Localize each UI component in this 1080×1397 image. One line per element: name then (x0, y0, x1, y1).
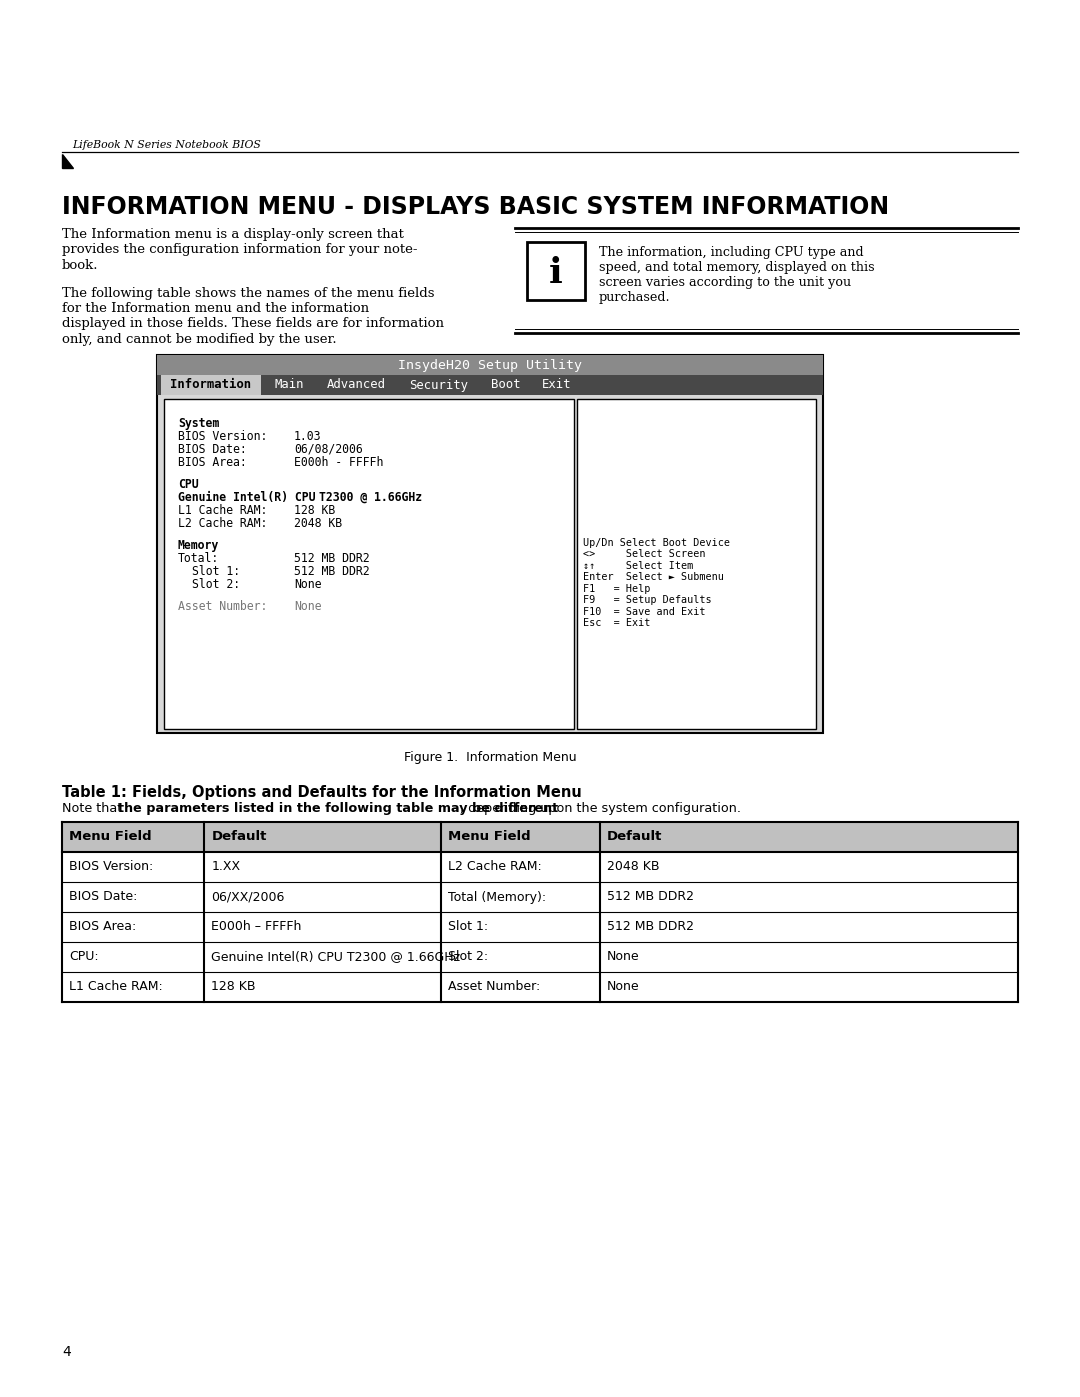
Text: L2 Cache RAM:: L2 Cache RAM: (178, 517, 268, 529)
Bar (62, 882, 1018, 912)
Text: LifeBook N Series Notebook BIOS: LifeBook N Series Notebook BIOS (72, 140, 261, 149)
Text: 2048 KB: 2048 KB (294, 517, 342, 529)
Text: CPU:: CPU: (69, 950, 98, 964)
Text: 128 KB: 128 KB (212, 981, 256, 993)
Text: book.: book. (62, 258, 98, 272)
Text: ↕↑     Select Item: ↕↑ Select Item (582, 560, 693, 570)
Text: 512 MB DDR2: 512 MB DDR2 (294, 564, 369, 578)
Text: Menu Field: Menu Field (447, 830, 530, 844)
Text: Table 1: Fields, Options and Defaults for the Information Menu: Table 1: Fields, Options and Defaults fo… (62, 785, 582, 800)
Bar (62, 852, 1018, 882)
Bar (62, 821, 1018, 852)
Bar (157, 374, 823, 395)
Text: BIOS Date:: BIOS Date: (69, 890, 137, 904)
Text: displayed in those fields. These fields are for information: displayed in those fields. These fields … (62, 317, 444, 331)
Text: System: System (178, 416, 219, 430)
Text: Advanced: Advanced (326, 379, 386, 391)
Text: i: i (549, 256, 563, 291)
Text: 2048 KB: 2048 KB (607, 861, 660, 873)
Text: the parameters listed in the following table may be different: the parameters listed in the following t… (118, 802, 558, 814)
Text: BIOS Area:: BIOS Area: (69, 921, 136, 933)
Text: CPU: CPU (178, 478, 199, 490)
Text: provides the configuration information for your note-: provides the configuration information f… (62, 243, 418, 257)
Text: Genuine Intel(R) CPU T2300 @ 1.66GHz: Genuine Intel(R) CPU T2300 @ 1.66GHz (212, 950, 460, 964)
Text: BIOS Version:: BIOS Version: (178, 430, 268, 443)
Text: Up/Dn Select Boot Device: Up/Dn Select Boot Device (582, 538, 730, 548)
Text: only, and cannot be modified by the user.: only, and cannot be modified by the user… (62, 332, 337, 346)
Text: 4: 4 (62, 1345, 71, 1359)
Bar (157, 355, 823, 733)
Text: E000h - FFFFh: E000h - FFFFh (294, 455, 383, 469)
Text: BIOS Area:: BIOS Area: (178, 455, 246, 469)
Text: 06/XX/2006: 06/XX/2006 (212, 890, 285, 904)
Text: Default: Default (607, 830, 663, 844)
Text: for the Information menu and the information: for the Information menu and the informa… (62, 302, 369, 314)
Text: Memory: Memory (178, 539, 219, 552)
Text: 128 KB: 128 KB (294, 504, 335, 517)
Bar (157, 355, 823, 374)
Text: InsydeH20 Setup Utility: InsydeH20 Setup Utility (399, 359, 582, 372)
Text: 1.03: 1.03 (294, 430, 322, 443)
Text: F1   = Help: F1 = Help (582, 584, 650, 594)
Text: INFORMATION MENU - DISPLAYS BASIC SYSTEM INFORMATION: INFORMATION MENU - DISPLAYS BASIC SYSTEM… (62, 196, 889, 219)
Text: Boot: Boot (490, 379, 521, 391)
Text: , depending upon the system configuration.: , depending upon the system configuratio… (460, 802, 741, 814)
Text: Esc  = Exit: Esc = Exit (582, 617, 650, 629)
Text: screen varies according to the unit you: screen varies according to the unit you (599, 277, 851, 289)
Text: The following table shows the names of the menu fields: The following table shows the names of t… (62, 286, 434, 299)
Polygon shape (62, 154, 73, 168)
Bar (62, 942, 1018, 972)
Text: The Information menu is a display-only screen that: The Information menu is a display-only s… (62, 228, 404, 242)
Bar (164, 400, 573, 729)
Text: Exit: Exit (542, 379, 571, 391)
Text: F10  = Save and Exit: F10 = Save and Exit (582, 606, 705, 616)
Bar (577, 400, 816, 729)
Text: 1.XX: 1.XX (212, 861, 241, 873)
Text: L1 Cache RAM:: L1 Cache RAM: (178, 504, 268, 517)
Text: <>     Select Screen: <> Select Screen (582, 549, 705, 559)
Text: 512 MB DDR2: 512 MB DDR2 (294, 552, 369, 564)
Text: Slot 2:: Slot 2: (192, 578, 240, 591)
Bar (527, 242, 585, 300)
Text: T2300 @ 1.66GHz: T2300 @ 1.66GHz (319, 490, 422, 504)
Text: BIOS Date:: BIOS Date: (178, 443, 246, 455)
Text: Note that: Note that (62, 802, 126, 814)
Text: Slot 2:: Slot 2: (447, 950, 488, 964)
Bar (161, 374, 260, 395)
Text: speed, and total memory, displayed on this: speed, and total memory, displayed on th… (599, 261, 875, 274)
Text: Genuine Intel(R) CPU: Genuine Intel(R) CPU (178, 490, 315, 504)
Text: Slot 1:: Slot 1: (447, 921, 488, 933)
Text: Slot 1:: Slot 1: (192, 564, 240, 578)
Text: purchased.: purchased. (599, 291, 671, 305)
Text: Asset Number:: Asset Number: (178, 599, 268, 613)
Text: The information, including CPU type and: The information, including CPU type and (599, 246, 864, 258)
Text: F9   = Setup Defaults: F9 = Setup Defaults (582, 595, 712, 605)
Text: Information: Information (171, 379, 252, 391)
Text: None: None (294, 578, 322, 591)
Bar (62, 972, 1018, 1002)
Text: L1 Cache RAM:: L1 Cache RAM: (69, 981, 163, 993)
Text: None: None (607, 950, 639, 964)
Text: Total:: Total: (178, 552, 219, 564)
Text: BIOS Version:: BIOS Version: (69, 861, 153, 873)
Text: E000h – FFFFh: E000h – FFFFh (212, 921, 301, 933)
Text: 512 MB DDR2: 512 MB DDR2 (607, 890, 694, 904)
Text: Total (Memory):: Total (Memory): (447, 890, 545, 904)
Text: None: None (607, 981, 639, 993)
Text: 512 MB DDR2: 512 MB DDR2 (607, 921, 694, 933)
Bar (62, 912, 1018, 942)
Text: Default: Default (212, 830, 267, 844)
Text: Main: Main (274, 379, 305, 391)
Text: Enter  Select ► Submenu: Enter Select ► Submenu (582, 573, 724, 583)
Text: Menu Field: Menu Field (69, 830, 151, 844)
Text: None: None (294, 599, 322, 613)
Text: Figure 1.  Information Menu: Figure 1. Information Menu (404, 752, 577, 764)
Text: Asset Number:: Asset Number: (447, 981, 540, 993)
Text: Security: Security (409, 379, 468, 391)
Text: 06/08/2006: 06/08/2006 (294, 443, 363, 455)
Text: L2 Cache RAM:: L2 Cache RAM: (447, 861, 541, 873)
